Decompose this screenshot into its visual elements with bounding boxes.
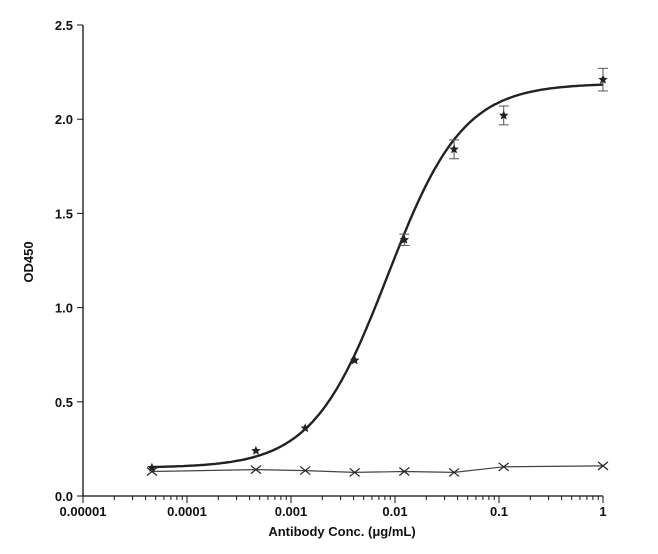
x-marker-stroke [448,467,460,477]
y-tick-label: 0.5 [55,395,73,410]
y-tick-label: 1.5 [55,206,73,221]
x-marker-stroke [250,465,262,475]
data-point-star [251,445,261,455]
data-point-star [598,74,608,84]
data-point-star [147,462,157,472]
x-tick-label: 1 [599,504,606,519]
x-marker-stroke [349,467,361,477]
x-marker-stroke [597,461,609,471]
data-point-star [350,355,360,365]
data-point-x [498,462,510,472]
data-point-x [349,467,361,477]
x-tick-label: 0.0001 [167,504,207,519]
data-point-x [597,461,609,471]
axes: 0.00001 0.0001 0.001 0.01 0.1 1 0.0 0.5 1.0 1.5 2.… [55,18,607,519]
x-marker-stroke [398,467,410,476]
y-tick-label: 0.0 [55,489,73,504]
x-tick-label: 0.1 [490,504,508,519]
data-point-x [398,467,410,476]
y-tick-label: 2.0 [55,112,73,127]
x-axis-label: Antibody Conc. (μg/mL) [268,524,415,539]
x-tick-label: 0.001 [275,504,308,519]
x-marker-stroke [498,462,510,472]
data-point-x [146,467,158,476]
data-point-x [299,466,311,476]
y-axis-label: OD450 [21,241,36,282]
data-point-star [300,423,310,433]
data-point-x [250,465,262,475]
plot-marks [146,67,609,477]
data-point-star [449,144,459,154]
data-point-star [399,234,410,244]
data-point-star [499,110,509,120]
control-line [151,465,604,474]
x-marker-stroke [299,466,311,476]
y-tick-label: 1.0 [55,301,73,316]
fit-curve [151,83,603,469]
x-tick-label: 0.01 [382,504,407,519]
y-tick-label: 2.5 [55,18,73,33]
x-marker-stroke [146,467,158,476]
data-point-x [448,467,460,477]
x-tick-label: 0.00001 [60,504,107,519]
